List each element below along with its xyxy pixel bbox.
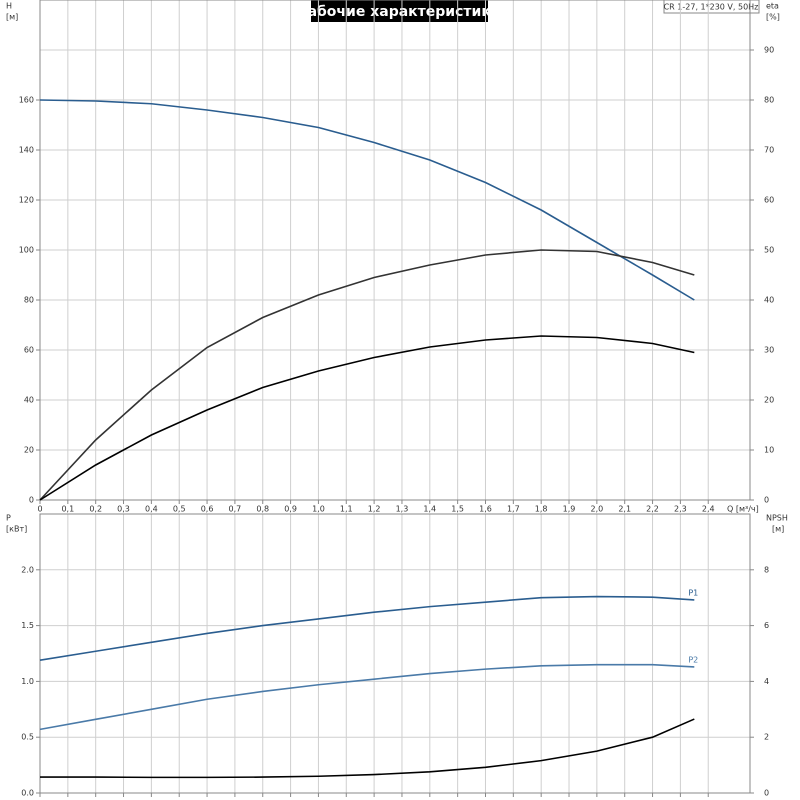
- curve: [40, 718, 695, 779]
- y-tick-label: 120: [19, 196, 34, 205]
- y-tick-label: 1.5: [21, 621, 34, 630]
- annotation-box: [663, 0, 760, 14]
- y-label: P: [6, 514, 11, 523]
- chart-title: Рабочие характеристики: [297, 4, 500, 20]
- x-tick-label: 0,9: [284, 505, 297, 514]
- y-label: H: [6, 2, 12, 11]
- y-tick-label: 40: [24, 396, 34, 405]
- x-tick-label: 2,1: [618, 505, 631, 514]
- y2-unit: [м]: [772, 525, 784, 534]
- x-tick-label: 0,1: [61, 505, 74, 514]
- x-tick-label: 0,7: [229, 505, 242, 514]
- y-tick-label: 1.0: [21, 677, 34, 686]
- y-tick-label: 2.0: [21, 565, 34, 574]
- y2-tick-label: 30: [764, 346, 774, 355]
- x-tick-label: 0: [37, 505, 42, 514]
- x-tick-label: 1,8: [535, 505, 548, 514]
- x-tick-label: 2,0: [590, 505, 603, 514]
- x-tick-label: 1,5: [451, 505, 464, 514]
- y2-tick-label: 70: [764, 146, 774, 155]
- x-tick-label: 2,3: [674, 505, 687, 514]
- x-tick-label: 0,3: [117, 505, 130, 514]
- y2-label: eta: [766, 2, 779, 11]
- x-tick-label: 1,9: [563, 505, 576, 514]
- curve: [39, 663, 695, 731]
- curve: [39, 249, 695, 501]
- y-tick-label: 20: [24, 446, 34, 455]
- y2-label: NPSH: [766, 514, 788, 523]
- y-tick-label: 0.0: [21, 789, 34, 798]
- x-tick-label: 1,1: [340, 505, 353, 514]
- y-tick-label: 80: [24, 296, 34, 305]
- plot-frame: [39, 513, 751, 794]
- annotation: CR 1-27, 1*230 V, 50Hz: [664, 3, 759, 12]
- y2-tick-label: 10: [764, 446, 774, 455]
- y2-tick-label: 8: [764, 565, 769, 574]
- y-tick-label: 100: [19, 246, 34, 255]
- x-tick-label: 1,6: [479, 505, 492, 514]
- x-tick-label: 1,0: [312, 505, 325, 514]
- series-label: P1: [688, 588, 698, 597]
- y2-unit: [%]: [766, 13, 780, 22]
- y2-tick-label: 6: [764, 621, 769, 630]
- y2-tick-label: 4: [764, 677, 769, 686]
- y2-tick-label: 0: [764, 789, 769, 798]
- x-tick-label: 2,2: [646, 505, 659, 514]
- y2-tick-label: 80: [764, 96, 774, 105]
- y-tick-label: 160: [19, 96, 34, 105]
- curve: [39, 335, 695, 501]
- y2-tick-label: 50: [764, 246, 774, 255]
- y-unit: [м]: [6, 13, 18, 22]
- x-tick-label: 2,4: [702, 505, 715, 514]
- y-tick-label: 60: [24, 346, 34, 355]
- x-tick-label: 1,4: [423, 505, 436, 514]
- series-label: P2: [688, 655, 698, 664]
- x-tick-label: 0,5: [173, 505, 186, 514]
- curve: [39, 99, 695, 301]
- x-tick-label: 0,2: [89, 505, 102, 514]
- y2-tick-label: 40: [764, 296, 774, 305]
- x-tick-label: 1,2: [368, 505, 381, 514]
- y-tick-label: 0.5: [21, 733, 34, 742]
- x-tick-label: 1,3: [396, 505, 409, 514]
- y-tick-label: 140: [19, 146, 34, 155]
- x-label: Q [м³/ч]: [727, 505, 759, 514]
- x-tick-label: 0,6: [201, 505, 214, 514]
- y-unit: [кВт]: [6, 525, 27, 534]
- title-box: [311, 0, 488, 22]
- y2-tick-label: 2: [764, 733, 769, 742]
- y2-tick-label: 60: [764, 196, 774, 205]
- y2-tick-label: 90: [764, 46, 774, 55]
- x-tick-label: 1,7: [507, 505, 520, 514]
- y2-tick-label: 20: [764, 396, 774, 405]
- curve: [39, 595, 695, 661]
- x-tick-label: 0,4: [145, 505, 158, 514]
- x-tick-label: 0,8: [256, 505, 269, 514]
- y-tick-label: 0: [29, 496, 34, 505]
- y2-tick-label: 0: [764, 496, 769, 505]
